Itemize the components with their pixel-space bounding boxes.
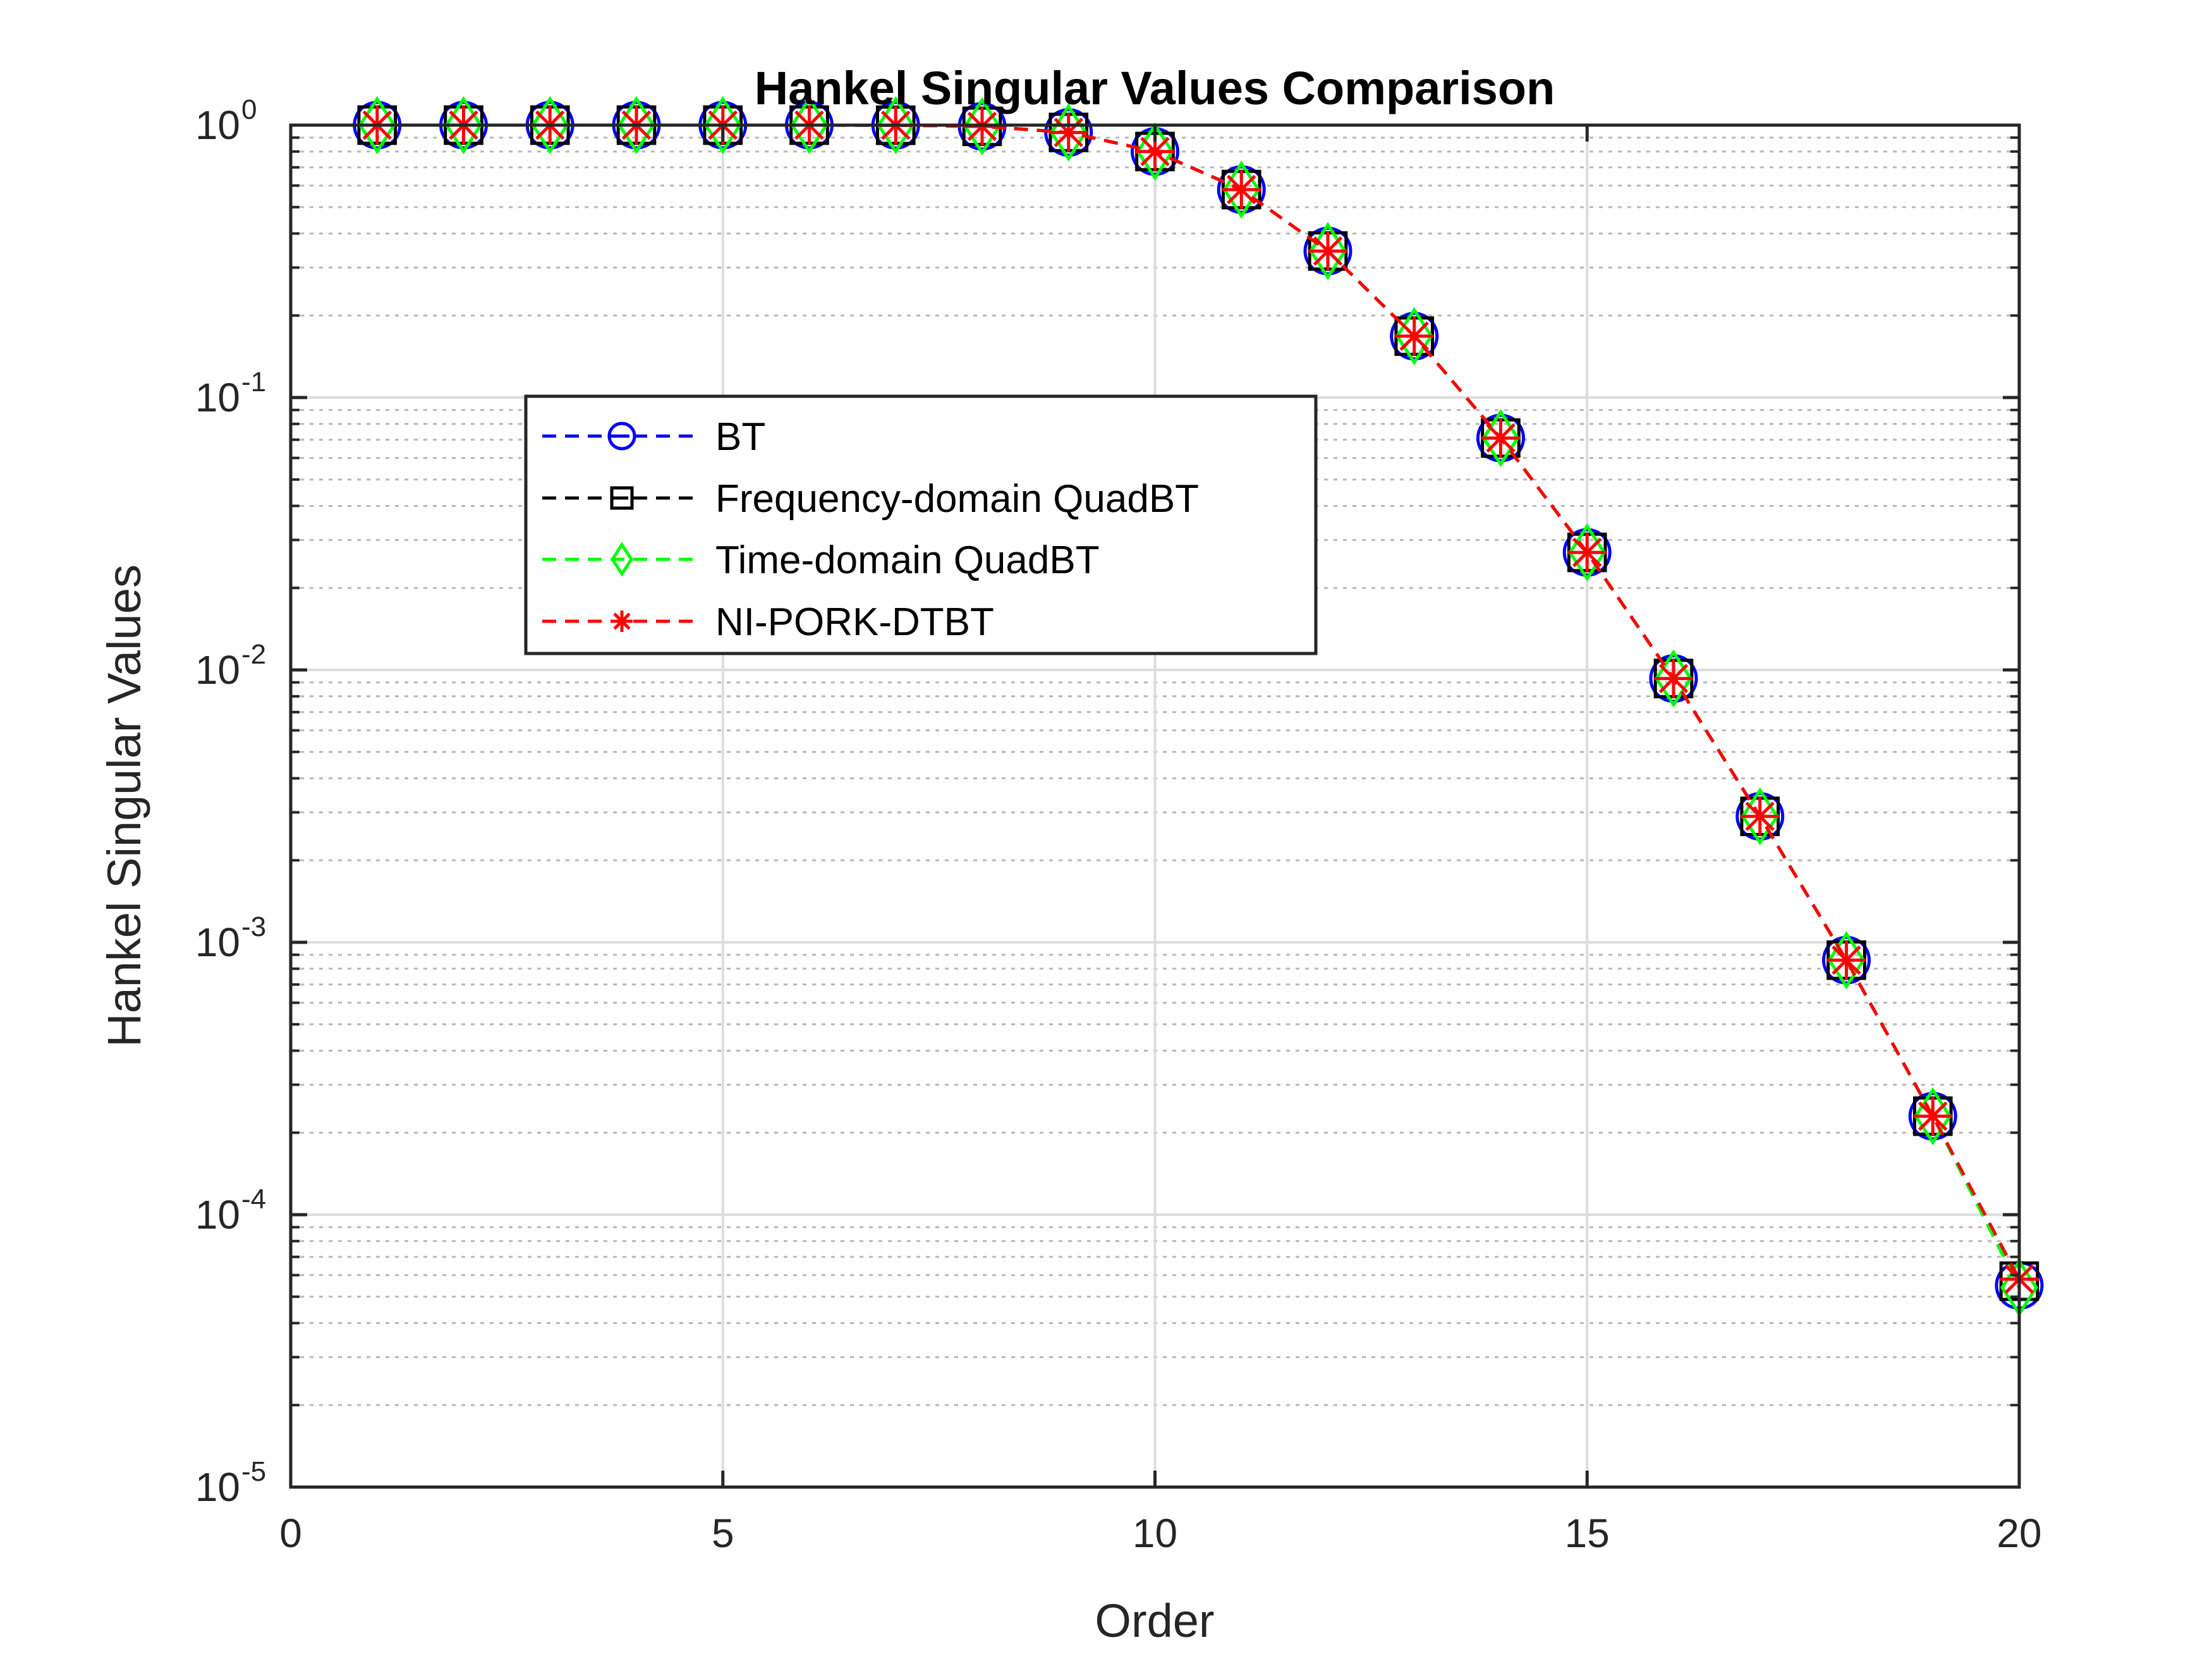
legend-item: Time-domain QuadBT — [542, 538, 1100, 582]
x-tick-label: 20 — [1996, 1510, 2041, 1556]
x-tick-label: 10 — [1133, 1510, 1177, 1556]
marker-circle — [1649, 654, 1698, 703]
marker-diamond — [611, 542, 633, 577]
marker-circle — [1735, 792, 1785, 841]
y-tick-exponent: -1 — [241, 367, 266, 398]
y-tick-exponent: -2 — [241, 639, 266, 670]
x-tick-label: 0 — [279, 1510, 302, 1556]
y-tick-exponent: -5 — [241, 1456, 266, 1487]
marker-circle — [1562, 528, 1612, 577]
marker-asterisk-d2 — [1918, 1101, 1948, 1131]
marker-diamond — [1136, 122, 1174, 181]
marker-circle — [1476, 413, 1525, 463]
legend-label: BT — [715, 415, 765, 459]
marker-diamond — [1568, 523, 1607, 582]
y-tick-label: 10 — [195, 920, 240, 965]
marker-diamond — [703, 96, 742, 154]
marker-diamond — [358, 96, 396, 154]
marker-circle — [1822, 935, 1871, 985]
marker-asterisk-d2 — [1227, 174, 1256, 205]
marker-diamond — [1741, 787, 1779, 846]
x-tick-label: 5 — [712, 1510, 734, 1556]
legend-label: NI-PORK-DTBT — [715, 600, 994, 644]
x-axis-label: Order — [1095, 1595, 1214, 1647]
marker-diamond — [531, 96, 569, 154]
marker-asterisk-d2 — [1054, 118, 1083, 147]
y-tick-label: 10 — [195, 102, 240, 148]
marker-diamond — [444, 96, 483, 154]
marker-asterisk-d2 — [1658, 664, 1689, 693]
marker-diamond — [963, 97, 1001, 155]
legend-label: Frequency-domain QuadBT — [715, 477, 1199, 521]
legend: BT Frequency-domain QuadBT Time-domain Qua… — [524, 394, 1318, 655]
marker-circle — [1217, 165, 1266, 214]
marker-asterisk-d2 — [613, 612, 631, 630]
marker-circle — [1044, 108, 1093, 157]
legend-label: Time-domain QuadBT — [715, 538, 1100, 582]
legend-item: BT — [542, 415, 765, 459]
marker-circle — [1390, 312, 1439, 361]
marker-circle — [1303, 226, 1352, 276]
y-axis-label: Hankel Singular Values — [98, 564, 150, 1047]
marker-square — [610, 486, 634, 510]
marker-diamond — [617, 96, 655, 154]
y-tick-label: 10 — [195, 375, 240, 420]
legend-item: NI-PORK-DTBT — [542, 600, 994, 644]
y-tick-label: 10 — [195, 1464, 240, 1510]
legend-item: Frequency-domain QuadBT — [542, 477, 1199, 521]
y-tick-exponent: -3 — [241, 911, 266, 942]
marker-asterisk-d2 — [1140, 137, 1170, 166]
y-tick-label: 10 — [195, 647, 240, 693]
marker-diamond — [1481, 409, 1520, 468]
marker-diamond — [1655, 649, 1692, 708]
marker-diamond — [1827, 931, 1866, 990]
y-tick-exponent: 0 — [241, 94, 257, 125]
marker-asterisk-d2 — [1572, 537, 1602, 568]
y-tick-label: 10 — [195, 1192, 240, 1237]
marker-diamond — [1395, 307, 1433, 365]
chart-title: Hankel Singular Values Comparison — [755, 62, 1555, 114]
marker-diamond — [790, 96, 829, 154]
marker-asterisk-d2 — [1399, 321, 1429, 351]
marker-asterisk-d2 — [1832, 945, 1861, 975]
y-tick-exponent: -4 — [241, 1184, 266, 1215]
marker-circle — [607, 422, 636, 451]
legend-box — [524, 394, 1318, 655]
marker-asterisk-d2 — [1313, 236, 1343, 266]
marker-diamond — [1222, 160, 1261, 219]
marker-diamond — [877, 96, 915, 155]
marker-diamond — [1914, 1087, 1952, 1146]
marker-circle — [1908, 1091, 1957, 1141]
marker-asterisk-d2 — [1745, 801, 1775, 831]
marker-asterisk-d2 — [1486, 423, 1516, 453]
x-tick-label: 15 — [1565, 1510, 1610, 1556]
